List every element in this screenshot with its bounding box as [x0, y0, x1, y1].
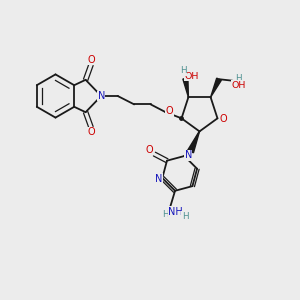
Polygon shape	[183, 78, 188, 97]
Text: N: N	[98, 91, 105, 101]
Text: OH: OH	[231, 81, 246, 90]
Text: O: O	[166, 106, 173, 116]
Polygon shape	[189, 131, 200, 153]
Text: H: H	[235, 74, 242, 83]
Polygon shape	[211, 78, 221, 97]
Text: N: N	[155, 174, 162, 184]
Text: O: O	[220, 114, 227, 124]
Text: O: O	[88, 127, 95, 137]
Text: NH: NH	[168, 207, 183, 217]
Text: H: H	[162, 210, 169, 219]
Text: H: H	[180, 66, 186, 75]
Text: OH: OH	[184, 72, 199, 81]
Text: O: O	[88, 55, 95, 65]
Text: N: N	[184, 150, 192, 160]
Text: O: O	[146, 145, 153, 154]
Text: H: H	[182, 212, 189, 221]
